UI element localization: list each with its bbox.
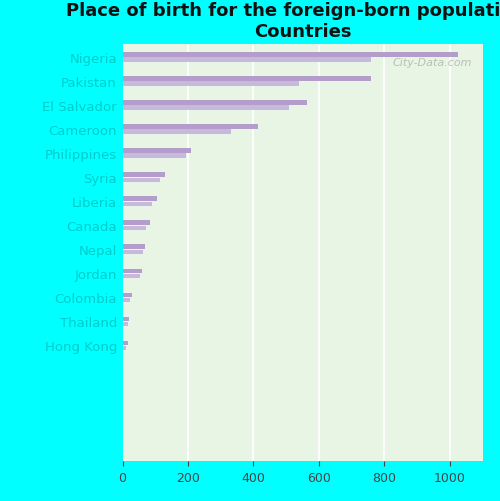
Bar xyxy=(122,317,129,322)
Text: Place of birth for the foreign-born population -
Countries: Place of birth for the foreign-born popu… xyxy=(66,2,500,41)
Bar xyxy=(122,250,143,255)
Bar xyxy=(122,197,157,201)
Bar xyxy=(122,58,371,63)
Bar xyxy=(122,125,258,130)
Bar xyxy=(122,130,230,135)
Bar xyxy=(122,322,128,327)
Bar xyxy=(122,226,146,230)
Bar xyxy=(122,149,191,153)
Bar xyxy=(122,274,140,279)
Bar xyxy=(122,101,308,106)
Bar xyxy=(122,293,132,298)
Bar xyxy=(122,346,126,351)
Bar xyxy=(122,106,290,111)
Bar xyxy=(122,173,165,177)
Bar xyxy=(122,269,142,274)
Bar xyxy=(122,202,152,206)
Bar xyxy=(122,178,160,183)
Bar xyxy=(122,341,128,346)
Bar xyxy=(122,221,150,225)
Bar xyxy=(122,298,130,303)
Bar xyxy=(122,82,299,87)
Bar xyxy=(122,53,458,58)
Text: City-Data.com: City-Data.com xyxy=(392,58,471,68)
Bar xyxy=(122,77,371,82)
Bar xyxy=(122,154,186,159)
Bar xyxy=(122,245,146,249)
